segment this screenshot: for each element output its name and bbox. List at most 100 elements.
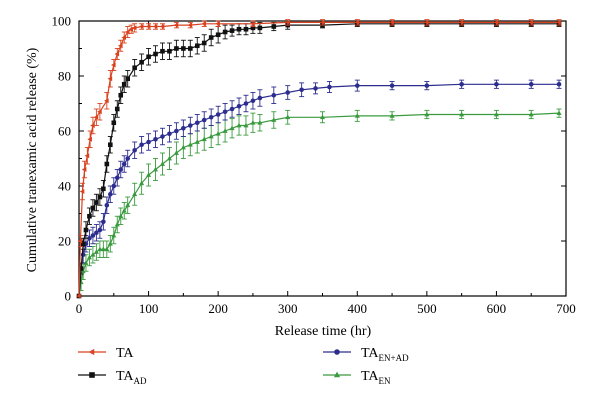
- data-point: [257, 25, 263, 31]
- data-point: [222, 29, 228, 35]
- data-point: [424, 19, 429, 25]
- data-point: [208, 133, 214, 139]
- data-point: [132, 147, 137, 153]
- data-point: [243, 26, 249, 32]
- data-point: [83, 260, 89, 265]
- data-point: [76, 293, 81, 299]
- data-point: [118, 213, 124, 219]
- data-point: [215, 21, 220, 27]
- data-point: [104, 202, 110, 208]
- data-point: [389, 83, 395, 88]
- data-point: [89, 372, 95, 378]
- data-point: [118, 167, 124, 172]
- x-tick-label: 700: [556, 301, 576, 316]
- data-point: [139, 59, 144, 65]
- data-point: [121, 34, 127, 41]
- data-point: [173, 150, 179, 155]
- data-point: [556, 110, 562, 115]
- series-ta: [76, 19, 562, 299]
- data-point: [354, 83, 360, 88]
- legend-label-main: TA: [361, 369, 379, 384]
- legend-label: TAAD: [116, 369, 147, 386]
- legend-label: TAEN+AD: [361, 346, 409, 363]
- data-point: [90, 205, 96, 211]
- data-point: [174, 46, 179, 51]
- data-point: [108, 191, 113, 197]
- data-point: [215, 112, 221, 117]
- data-point: [114, 221, 120, 227]
- legend-label: TA: [116, 346, 134, 361]
- data-point: [556, 19, 561, 25]
- data-point: [208, 35, 214, 40]
- data-point: [90, 233, 96, 238]
- data-point: [528, 111, 534, 117]
- data-point: [125, 156, 130, 161]
- data-point: [493, 111, 499, 117]
- data-point: [194, 120, 200, 126]
- data-point: [284, 19, 290, 25]
- data-point: [111, 62, 116, 68]
- data-point: [243, 122, 249, 128]
- data-point: [528, 81, 534, 87]
- data-point: [97, 109, 102, 115]
- data-point: [121, 161, 127, 167]
- data-point: [125, 76, 130, 82]
- data-point: [285, 90, 291, 95]
- data-point: [174, 128, 179, 134]
- data-point: [101, 186, 106, 192]
- data-point: [250, 21, 255, 27]
- data-point: [160, 48, 165, 54]
- data-point: [389, 113, 395, 118]
- x-tick-label: 100: [139, 301, 159, 316]
- data-point: [181, 125, 186, 131]
- data-point: [250, 25, 256, 31]
- series-line: [78, 21, 559, 297]
- y-tick-label: 100: [52, 14, 72, 29]
- series-line: [78, 83, 559, 297]
- data-point: [354, 113, 360, 118]
- legend-label-subscript: AD: [134, 376, 147, 386]
- data-point: [94, 200, 99, 205]
- data-point: [78, 266, 84, 271]
- data-point: [101, 219, 106, 225]
- data-point: [104, 161, 110, 167]
- data-point: [181, 46, 186, 51]
- axes: 0 100 200 300 400 500 600 700 0 20 40 60 80 100: [52, 14, 576, 317]
- data-point: [528, 19, 534, 25]
- data-point: [250, 119, 256, 125]
- data-point: [236, 122, 242, 128]
- series-ta-ad: [76, 20, 562, 299]
- x-tick-label: 0: [76, 301, 83, 316]
- data-point: [271, 117, 277, 122]
- data-point: [121, 207, 127, 213]
- y-tick-label: 60: [58, 124, 71, 139]
- legend-label-main: TA: [116, 346, 134, 361]
- data-point: [493, 19, 499, 25]
- data-point: [188, 123, 193, 128]
- data-point: [118, 92, 124, 98]
- data-point: [114, 51, 120, 57]
- data-point: [236, 26, 242, 32]
- data-point: [153, 136, 158, 142]
- data-point: [139, 180, 145, 186]
- data-point: [271, 92, 277, 98]
- data-point: [97, 227, 103, 233]
- data-point: [87, 213, 92, 219]
- data-point: [250, 98, 256, 104]
- data-point: [87, 235, 92, 241]
- data-point: [194, 139, 200, 144]
- data-point: [459, 111, 465, 117]
- data-point: [117, 43, 123, 49]
- data-point: [125, 202, 131, 208]
- data-point: [111, 183, 117, 189]
- data-point: [243, 101, 249, 106]
- data-point: [285, 114, 291, 120]
- data-point: [90, 122, 95, 129]
- x-tick-label: 500: [417, 301, 437, 316]
- data-point: [167, 131, 172, 137]
- data-point: [146, 54, 151, 60]
- data-point: [229, 28, 235, 33]
- y-tick-label: 40: [58, 179, 71, 194]
- data-point: [100, 246, 106, 252]
